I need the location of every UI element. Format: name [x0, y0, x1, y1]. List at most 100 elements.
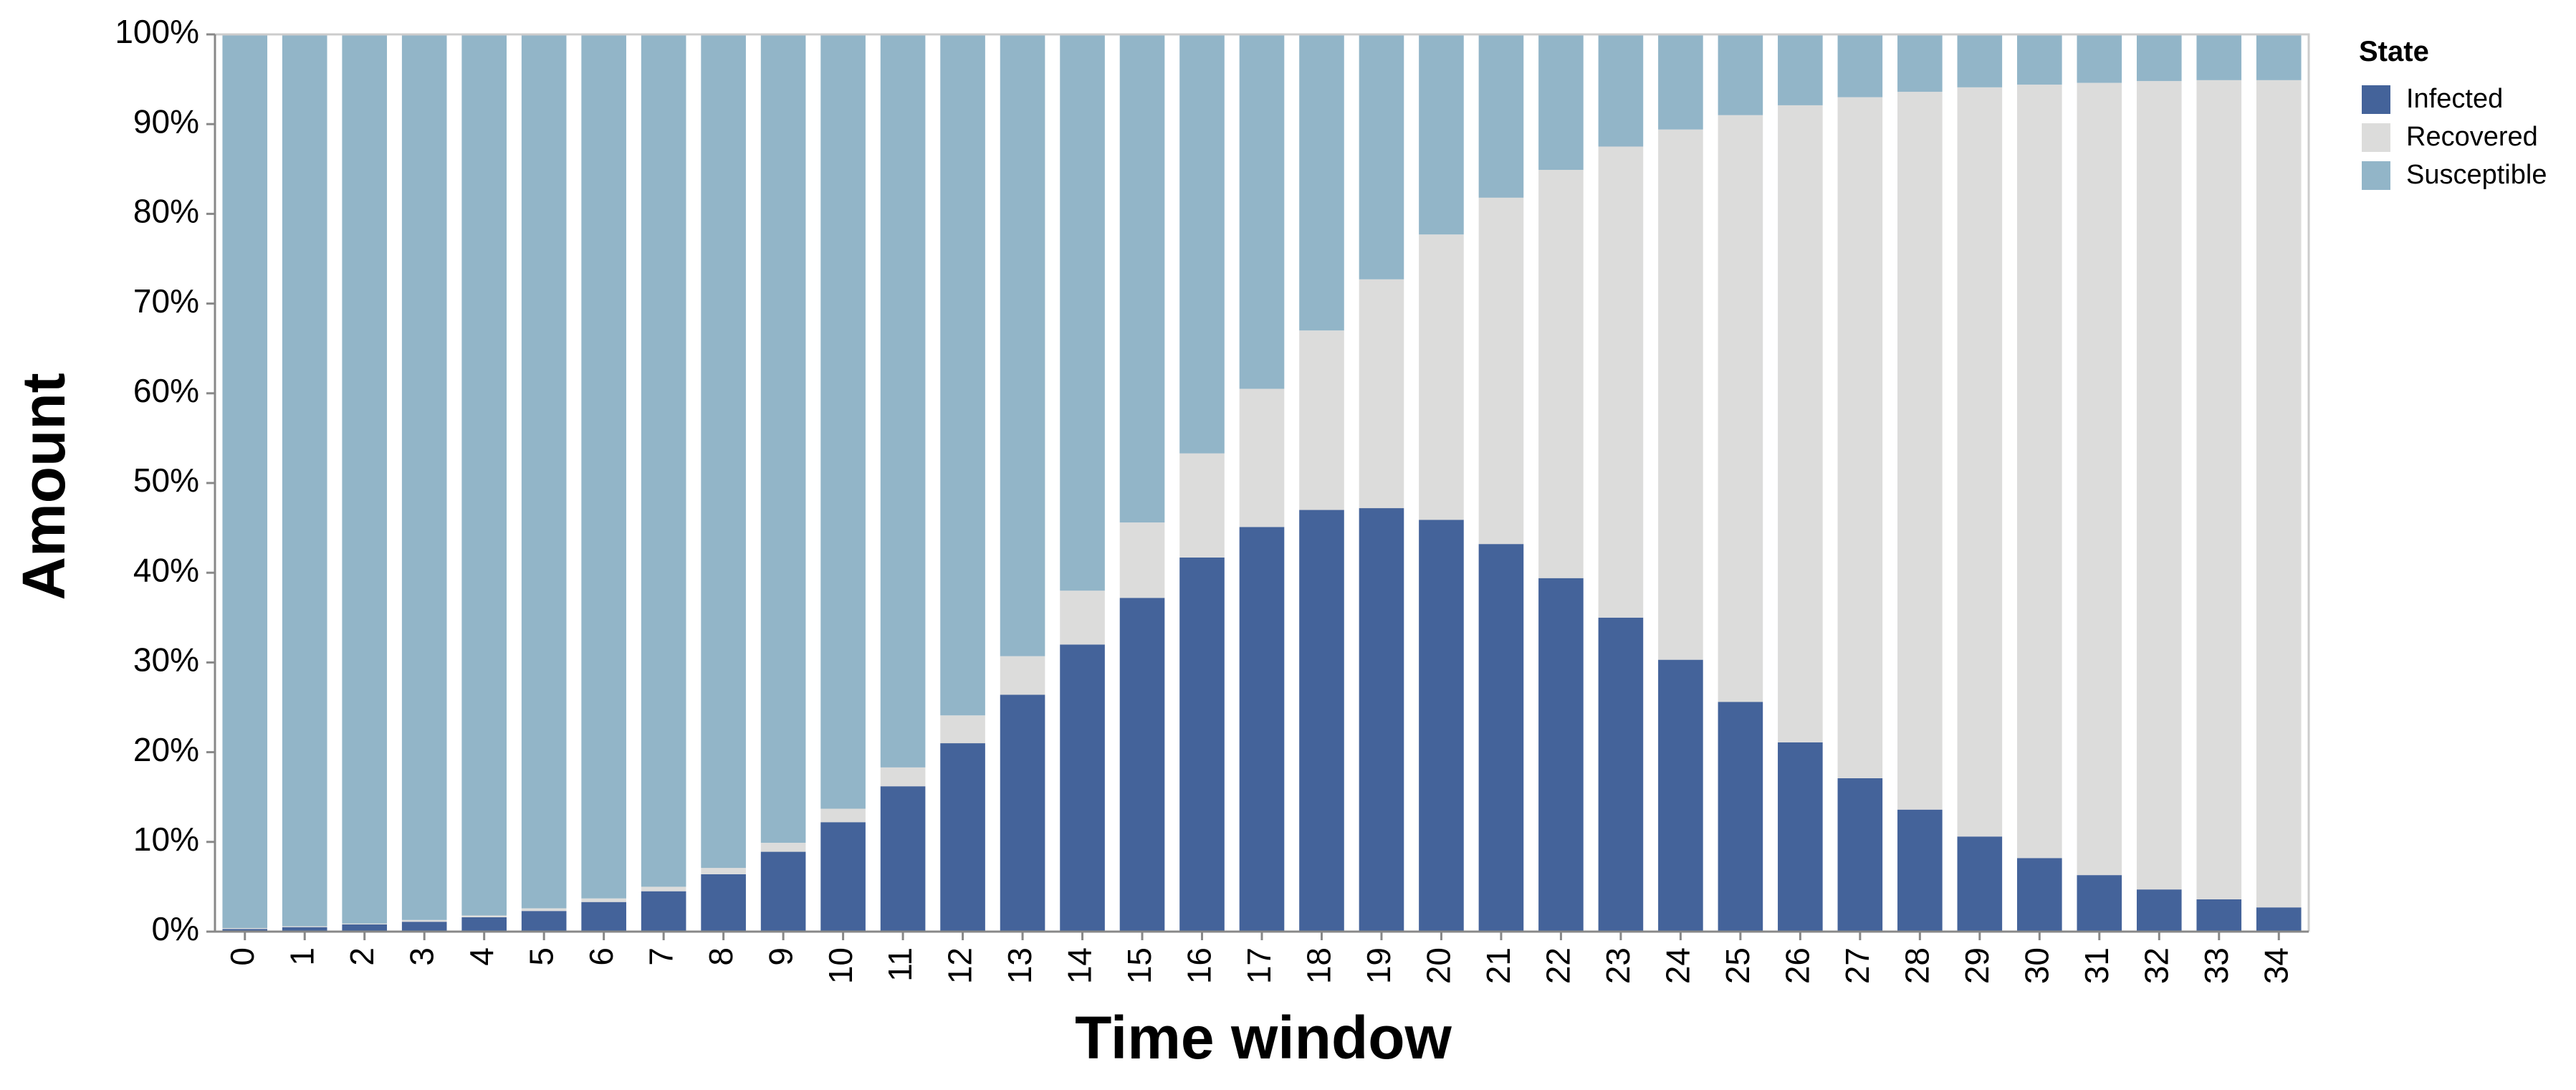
bar-segment-infected-22: [1538, 578, 1584, 932]
x-tick-label: 8: [702, 947, 739, 966]
bar-segment-recovered-8: [701, 868, 746, 874]
bar-segment-infected-0: [222, 929, 268, 932]
legend-label-recovered: Recovered: [2406, 122, 2538, 152]
bar-segment-recovered-30: [2017, 85, 2062, 859]
y-axis-title: Amount: [10, 373, 77, 600]
bar-segment-susceptible-28: [1897, 34, 1943, 92]
bar-segment-infected-14: [1060, 644, 1105, 932]
y-tick-label: 10%: [133, 821, 199, 858]
bar-segment-recovered-21: [1478, 197, 1524, 545]
x-tick-label: 24: [1660, 947, 1697, 984]
bar-segment-infected-15: [1119, 598, 1165, 932]
x-tick-label: 23: [1599, 947, 1637, 984]
axes-layer: 0%10%20%30%40%50%60%70%80%90%100%0 1 2 3 4 5 6…: [115, 13, 2310, 984]
bar-segment-susceptible-5: [521, 34, 567, 909]
bar-segment-susceptible-30: [2017, 34, 2062, 85]
bar-segment-infected-31: [2077, 875, 2122, 932]
bar-segment-recovered-10: [820, 808, 866, 823]
bar-segment-infected-19: [1359, 508, 1404, 932]
bar-segment-infected-7: [641, 891, 686, 932]
bar-segment-infected-16: [1179, 557, 1225, 932]
x-axis-title: Time window: [1075, 1004, 1452, 1071]
y-tick-label: 70%: [133, 282, 199, 320]
x-tick-label: 33: [2198, 947, 2235, 984]
x-tick-label: 10: [822, 947, 859, 984]
bar-segment-infected-23: [1598, 617, 1644, 932]
x-tick-label: 26: [1779, 947, 1816, 984]
bar-segment-susceptible-33: [2196, 34, 2242, 80]
bar-segment-recovered-23: [1598, 146, 1644, 618]
x-tick-label: 29: [1958, 947, 1996, 984]
x-tick-label: 17: [1240, 947, 1278, 984]
bar-segment-recovered-14: [1060, 591, 1105, 645]
bar-segment-susceptible-11: [880, 34, 926, 768]
bar-segment-infected-21: [1478, 544, 1524, 932]
x-tick-label: 27: [1839, 947, 1876, 984]
x-tick-label: 28: [1898, 947, 1935, 984]
bar-segment-infected-10: [820, 822, 866, 932]
x-tick-label: 31: [2078, 947, 2115, 984]
bar-segment-infected-6: [581, 902, 626, 932]
bar-segment-susceptible-27: [1837, 34, 1883, 97]
bar-segment-susceptible-0: [222, 34, 268, 928]
bar-segment-recovered-31: [2077, 82, 2122, 876]
bar-segment-infected-29: [1957, 836, 2003, 932]
bar-segment-recovered-9: [760, 843, 806, 852]
bar-segment-recovered-20: [1419, 234, 1464, 520]
bar-segment-susceptible-21: [1478, 34, 1524, 198]
plot-frame: [215, 33, 2310, 932]
bar-segment-infected-4: [461, 917, 507, 932]
bar-segment-infected-5: [521, 911, 567, 932]
bar-segment-susceptible-23: [1598, 34, 1644, 147]
bar-segment-infected-11: [880, 786, 926, 932]
bar-segment-infected-1: [282, 927, 327, 932]
bar-segment-recovered-6: [581, 898, 626, 902]
bar-segment-susceptible-22: [1538, 34, 1584, 171]
legend-items: Infected Recovered Susceptible: [2362, 84, 2547, 190]
y-tick-label: 80%: [133, 193, 199, 230]
x-tick-label: 3: [403, 947, 440, 966]
x-tick-label: 1: [283, 947, 320, 966]
bar-segment-recovered-4: [461, 915, 507, 917]
bar-segment-susceptible-29: [1957, 34, 2003, 87]
bar-segment-susceptible-14: [1060, 34, 1105, 591]
legend-swatch-susceptible: [2362, 161, 2390, 190]
x-tick-label: 21: [1480, 947, 1517, 984]
bar-segment-infected-26: [1778, 742, 1823, 932]
x-tick-label: 0: [224, 947, 261, 966]
x-tick-label: 2: [343, 947, 380, 966]
bar-segment-recovered-32: [2136, 81, 2182, 890]
bar-segment-susceptible-26: [1778, 34, 1823, 105]
bar-segment-infected-9: [760, 851, 806, 932]
x-tick-label: 6: [583, 947, 620, 966]
y-tick-label: 100%: [115, 13, 199, 50]
y-tick-label: 20%: [133, 731, 199, 768]
bar-segment-infected-33: [2196, 899, 2242, 932]
bar-segment-infected-28: [1897, 809, 1943, 932]
bar-segment-recovered-18: [1299, 330, 1344, 510]
bar-segment-infected-24: [1658, 659, 1703, 932]
x-tick-label: 16: [1181, 947, 1218, 984]
bar-segment-susceptible-16: [1179, 34, 1225, 454]
legend: State Infected Recovered Susceptible: [2359, 36, 2547, 190]
bar-segment-susceptible-12: [940, 34, 985, 716]
bar-segment-infected-20: [1419, 520, 1464, 932]
legend-label-infected: Infected: [2406, 84, 2503, 114]
bar-segment-recovered-19: [1359, 279, 1404, 509]
x-tick-label: 34: [2257, 947, 2294, 984]
x-tick-label: 25: [1719, 947, 1756, 984]
y-tick-label: 30%: [133, 641, 199, 679]
bar-segment-susceptible-19: [1359, 34, 1404, 279]
bar-segment-susceptible-25: [1718, 34, 1763, 115]
bar-segment-recovered-3: [401, 919, 447, 922]
bar-segment-susceptible-10: [820, 34, 866, 809]
x-tick-label: 4: [463, 947, 500, 966]
bar-segment-susceptible-2: [342, 34, 388, 924]
bar-segment-infected-18: [1299, 510, 1344, 932]
bar-segment-susceptible-32: [2136, 34, 2182, 82]
bar-segment-infected-34: [2256, 907, 2302, 932]
bar-segment-susceptible-6: [581, 34, 626, 899]
bar-segment-infected-17: [1239, 527, 1285, 932]
bar-segment-infected-12: [940, 743, 985, 932]
x-tick-label: 7: [642, 947, 679, 966]
